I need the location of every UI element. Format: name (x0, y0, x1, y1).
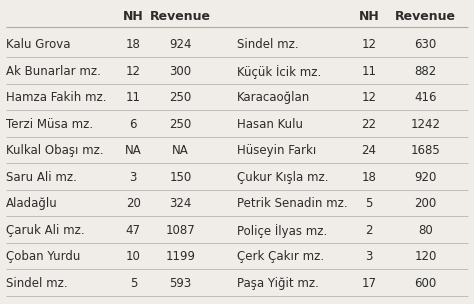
Text: Karacaoğlan: Karacaoğlan (237, 91, 310, 104)
Text: Petrik Senadin mz.: Petrik Senadin mz. (237, 197, 347, 210)
Text: 5: 5 (365, 197, 373, 210)
Text: Hüseyin Farkı: Hüseyin Farkı (237, 144, 316, 157)
Text: 593: 593 (169, 277, 191, 290)
Text: 250: 250 (169, 118, 191, 131)
Text: 882: 882 (414, 65, 437, 78)
Text: 300: 300 (169, 65, 191, 78)
Text: 6: 6 (129, 118, 137, 131)
Text: 10: 10 (126, 250, 141, 263)
Text: Aladağlu: Aladağlu (6, 197, 58, 210)
Text: 920: 920 (414, 171, 437, 184)
Text: 47: 47 (126, 224, 141, 237)
Text: 324: 324 (169, 197, 191, 210)
Text: Paşa Yiğit mz.: Paşa Yiğit mz. (237, 277, 319, 290)
Text: Sindel mz.: Sindel mz. (6, 277, 68, 290)
Text: Çukur Kışla mz.: Çukur Kışla mz. (237, 171, 328, 184)
Text: Çaruk Ali mz.: Çaruk Ali mz. (6, 224, 85, 237)
Text: Hasan Kulu: Hasan Kulu (237, 118, 303, 131)
Text: 1087: 1087 (165, 224, 195, 237)
Text: 12: 12 (362, 38, 376, 51)
Text: Hamza Fakih mz.: Hamza Fakih mz. (6, 91, 107, 104)
Text: NA: NA (172, 144, 189, 157)
Text: 24: 24 (362, 144, 376, 157)
Text: 416: 416 (414, 91, 437, 104)
Text: 11: 11 (362, 65, 376, 78)
Text: Revenue: Revenue (150, 10, 211, 23)
Text: Çerk Çakır mz.: Çerk Çakır mz. (237, 250, 324, 263)
Text: 20: 20 (126, 197, 141, 210)
Text: 3: 3 (365, 250, 373, 263)
Text: 200: 200 (414, 197, 437, 210)
Text: 18: 18 (362, 171, 376, 184)
Text: Revenue: Revenue (395, 10, 456, 23)
Text: 18: 18 (126, 38, 141, 51)
Text: 2: 2 (365, 224, 373, 237)
Text: 80: 80 (418, 224, 433, 237)
Text: Kalu Grova: Kalu Grova (6, 38, 71, 51)
Text: 22: 22 (362, 118, 376, 131)
Text: 1199: 1199 (165, 250, 195, 263)
Text: 5: 5 (130, 277, 137, 290)
Text: Küçük İcik mz.: Küçük İcik mz. (237, 65, 321, 79)
Text: 12: 12 (362, 91, 376, 104)
Text: NH: NH (123, 10, 144, 23)
Text: Saru Ali mz.: Saru Ali mz. (6, 171, 77, 184)
Text: Sindel mz.: Sindel mz. (237, 38, 299, 51)
Text: 17: 17 (362, 277, 376, 290)
Text: 150: 150 (169, 171, 191, 184)
Text: 250: 250 (169, 91, 191, 104)
Text: 924: 924 (169, 38, 191, 51)
Text: Kulkal Obaşı mz.: Kulkal Obaşı mz. (6, 144, 104, 157)
Text: 630: 630 (414, 38, 437, 51)
Text: 11: 11 (126, 91, 141, 104)
Text: 120: 120 (414, 250, 437, 263)
Text: Çoban Yurdu: Çoban Yurdu (6, 250, 81, 263)
Text: NH: NH (358, 10, 379, 23)
Text: 3: 3 (130, 171, 137, 184)
Text: 1242: 1242 (410, 118, 440, 131)
Text: NA: NA (125, 144, 142, 157)
Text: 1685: 1685 (410, 144, 440, 157)
Text: Terzi Müsa mz.: Terzi Müsa mz. (6, 118, 93, 131)
Text: 600: 600 (414, 277, 437, 290)
Text: Ak Bunarlar mz.: Ak Bunarlar mz. (6, 65, 101, 78)
Text: Poliçe İlyas mz.: Poliçe İlyas mz. (237, 224, 327, 238)
Text: 12: 12 (126, 65, 141, 78)
